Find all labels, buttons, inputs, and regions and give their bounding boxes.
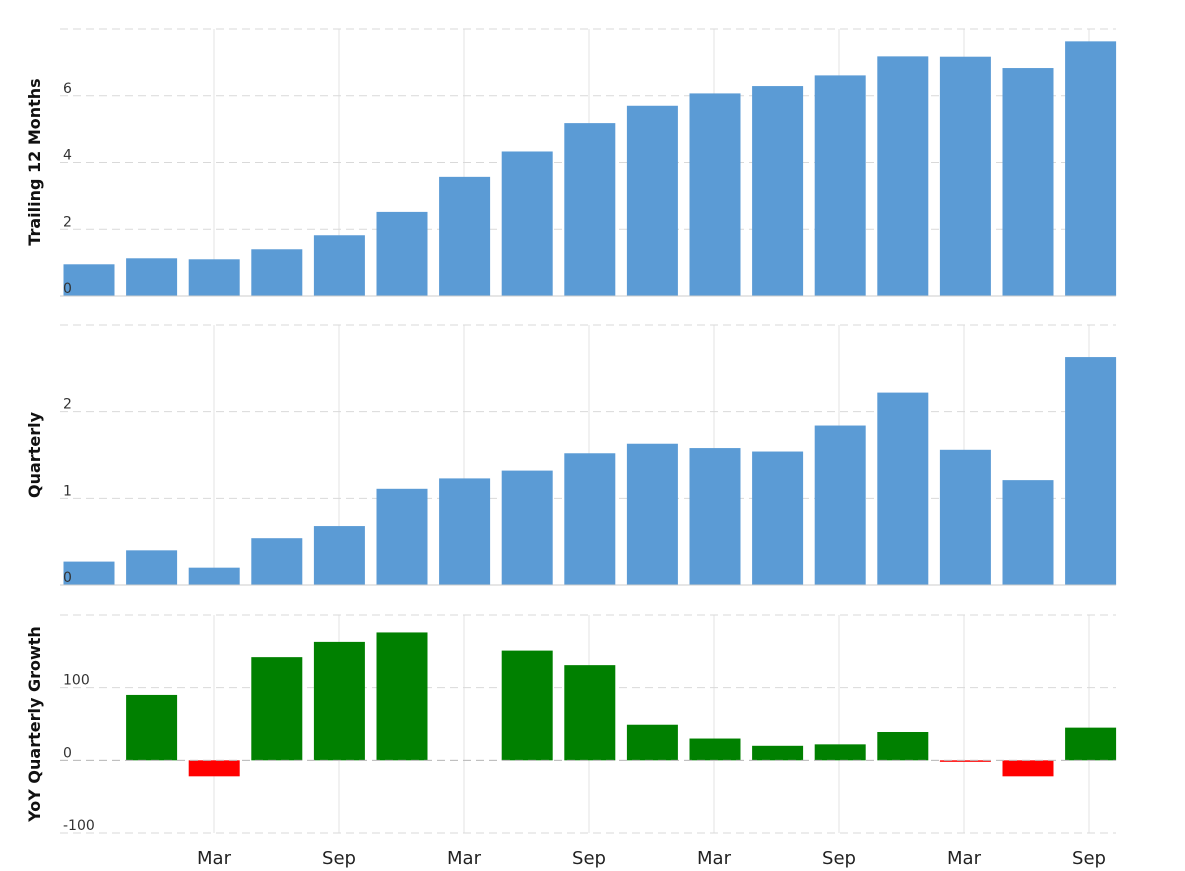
bar — [313, 526, 365, 585]
bar — [251, 249, 303, 296]
bar — [877, 56, 929, 297]
y-tick-label: 0 — [63, 281, 72, 297]
x-axis-tick-labels: Mar Sep Mar Sep Mar Sep Mar Sep — [197, 848, 1106, 869]
bar — [564, 453, 616, 585]
bar — [939, 56, 991, 296]
bar — [1002, 760, 1054, 777]
bar — [877, 392, 929, 585]
y-tick-label: 1 — [63, 483, 72, 499]
bar — [939, 449, 991, 585]
y-axis-label-quarterly: Quarterly — [25, 411, 44, 498]
x-tick-label: Mar — [447, 848, 482, 869]
y-tick-label: 0 — [63, 570, 72, 586]
bar — [626, 443, 678, 585]
bar — [313, 235, 365, 296]
bar — [126, 550, 178, 585]
bar — [626, 105, 678, 296]
bar — [814, 425, 866, 585]
bar — [439, 176, 491, 296]
bar — [188, 567, 240, 585]
panel-quarterly: 0 1 2 — [60, 324, 1117, 586]
bar — [752, 451, 804, 585]
y-tick-label: 2 — [63, 397, 72, 413]
bar — [63, 264, 115, 296]
bar — [251, 538, 303, 585]
bar — [689, 93, 741, 296]
y-tick-label: 6 — [63, 81, 72, 97]
bar — [1002, 68, 1054, 296]
y-axis-label-yoy-quarterly-growth: YoY Quarterly Growth — [25, 626, 44, 823]
bar — [501, 650, 553, 761]
bar — [1065, 357, 1117, 585]
bar — [689, 738, 741, 761]
x-tick-label: Sep — [1072, 848, 1106, 869]
bar — [689, 448, 741, 585]
y-axis-label-trailing-12-months: Trailing 12 Months — [25, 78, 44, 245]
x-tick-label: Mar — [697, 848, 732, 869]
bar — [752, 86, 804, 296]
bar — [564, 665, 616, 761]
bar — [251, 657, 303, 761]
panel-yoy-quarterly-growth: -100 0 100 — [60, 614, 1117, 834]
bar — [1065, 41, 1117, 296]
bar — [626, 724, 678, 761]
bar — [877, 731, 929, 761]
bar — [501, 151, 553, 296]
bar — [939, 760, 991, 762]
bar — [814, 744, 866, 761]
x-tick-label: Sep — [322, 848, 356, 869]
bar — [313, 641, 365, 761]
bar — [188, 760, 240, 777]
bar — [752, 745, 804, 761]
bar — [376, 488, 428, 585]
bar — [439, 478, 491, 585]
x-tick-label: Sep — [572, 848, 606, 869]
x-tick-label: Mar — [197, 848, 232, 869]
bar — [376, 632, 428, 761]
bar — [126, 694, 178, 761]
bar — [126, 258, 178, 296]
y-tick-label: 2 — [63, 214, 72, 230]
y-tick-label: -100 — [63, 818, 95, 834]
bar — [1065, 727, 1117, 761]
bar — [188, 259, 240, 296]
bar — [814, 75, 866, 296]
x-tick-label: Sep — [822, 848, 856, 869]
bar — [63, 561, 115, 585]
y-tick-label: 4 — [63, 148, 72, 164]
y-tick-label: 100 — [63, 673, 90, 689]
bar — [376, 211, 428, 296]
bar — [501, 470, 553, 585]
y-tick-label: 0 — [63, 745, 72, 761]
panel-trailing-12-months: 0 2 4 6 — [60, 28, 1117, 297]
bar — [1002, 480, 1054, 585]
bar — [564, 123, 616, 297]
x-tick-label: Mar — [947, 848, 982, 869]
